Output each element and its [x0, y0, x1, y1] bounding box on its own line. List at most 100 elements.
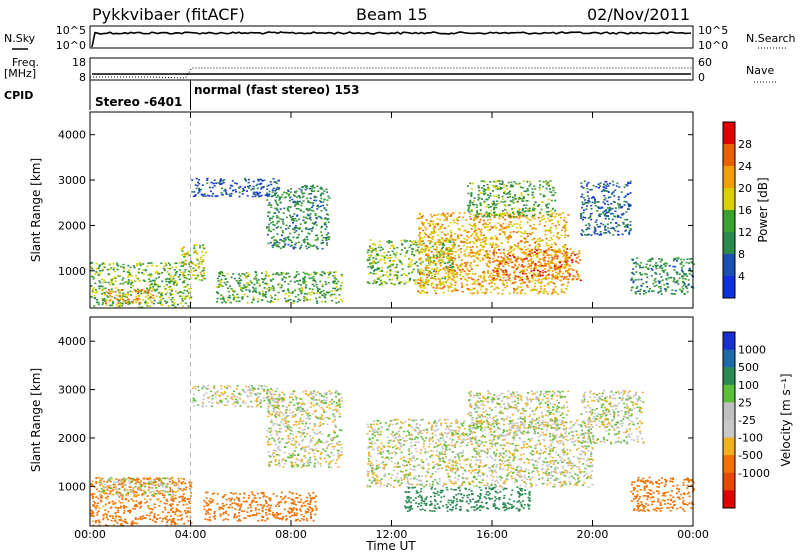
data-cell — [499, 276, 502, 278]
data-cell — [631, 272, 634, 275]
data-cell — [547, 244, 550, 247]
data-cell — [255, 291, 258, 294]
data-cell — [107, 281, 110, 284]
data-cell — [100, 488, 103, 490]
data-cell — [606, 200, 609, 203]
data-cell — [435, 269, 438, 271]
data-cell — [112, 300, 114, 303]
data-cell — [676, 272, 679, 274]
data-cell — [460, 241, 463, 243]
data-cell — [149, 280, 152, 283]
data-cell — [493, 275, 496, 277]
data-cell — [229, 285, 231, 288]
data-cell — [605, 187, 608, 189]
data-cell — [545, 183, 548, 185]
data-cell — [475, 206, 478, 209]
data-cell — [139, 263, 142, 266]
data-cell — [138, 301, 141, 304]
data-cell — [461, 286, 464, 288]
data-cell — [663, 283, 666, 286]
data-cell — [156, 490, 158, 492]
data-cell — [488, 257, 491, 259]
data-cell — [684, 278, 687, 280]
data-cell — [405, 251, 408, 254]
data-cell — [292, 247, 295, 249]
data-cell — [517, 246, 520, 249]
data-cell — [397, 258, 400, 261]
data-cell — [467, 192, 470, 195]
data-cell — [530, 267, 533, 270]
data-cell — [95, 289, 97, 291]
data-cell — [686, 275, 689, 277]
data-cell — [457, 265, 459, 268]
data-cell — [506, 192, 509, 195]
data-cell — [526, 188, 529, 190]
data-cell — [506, 285, 509, 287]
data-cell — [539, 275, 542, 277]
data-cell — [507, 275, 510, 277]
data-cell — [114, 276, 117, 278]
data-cell — [539, 265, 542, 268]
data-cell — [463, 262, 466, 264]
data-cell — [478, 239, 481, 241]
data-cell — [511, 266, 514, 268]
data-cell — [379, 279, 382, 282]
data-cell — [144, 493, 147, 495]
data-cell — [480, 180, 483, 182]
data-cell — [298, 288, 301, 290]
data-cell — [266, 227, 269, 229]
y-tick-label: 2000 — [58, 219, 86, 232]
data-cell — [136, 277, 139, 279]
data-cell — [432, 255, 435, 257]
data-cell — [530, 250, 533, 252]
data-cell — [547, 261, 550, 264]
data-cell — [148, 273, 151, 276]
data-cell — [680, 261, 683, 263]
data-cell — [529, 183, 532, 185]
data-cell — [423, 232, 426, 234]
data-cell — [565, 288, 568, 290]
data-cell — [470, 266, 472, 268]
data-cell — [443, 227, 446, 229]
data-cell — [562, 226, 565, 229]
data-cell — [512, 266, 515, 269]
data-cell — [137, 481, 139, 483]
data-cell — [410, 271, 413, 274]
data-cell — [237, 187, 240, 189]
data-cell — [167, 511, 170, 514]
data-cell — [273, 239, 276, 241]
data-cell — [672, 265, 675, 268]
data-cell — [450, 253, 453, 255]
data-cell — [166, 271, 169, 273]
data-cell — [119, 501, 122, 504]
data-cell — [494, 181, 497, 184]
data-cell — [161, 304, 164, 306]
data-cell — [534, 264, 537, 266]
data-cell — [645, 273, 648, 276]
data-cell — [594, 228, 596, 231]
data-cell — [483, 237, 485, 239]
data-cell — [452, 246, 455, 249]
data-cell — [513, 287, 515, 290]
data-cell — [522, 196, 525, 198]
data-cell — [248, 290, 251, 293]
data-cell — [236, 293, 239, 296]
data-cell — [126, 477, 129, 480]
data-cell — [157, 478, 160, 481]
data-cell — [254, 277, 257, 279]
data-cell — [518, 263, 520, 266]
data-cell — [163, 494, 166, 497]
data-cell — [96, 299, 99, 301]
data-cell — [517, 266, 520, 268]
data-cell — [373, 260, 376, 263]
data-cell — [120, 523, 123, 525]
data-cell — [521, 259, 524, 262]
data-cell — [599, 207, 602, 209]
data-cell — [231, 185, 234, 187]
data-cell — [423, 291, 426, 294]
data-cell — [559, 251, 562, 253]
data-cell — [287, 288, 290, 290]
data-cell — [522, 266, 525, 268]
data-cell — [287, 243, 290, 246]
data-cell — [428, 271, 430, 273]
